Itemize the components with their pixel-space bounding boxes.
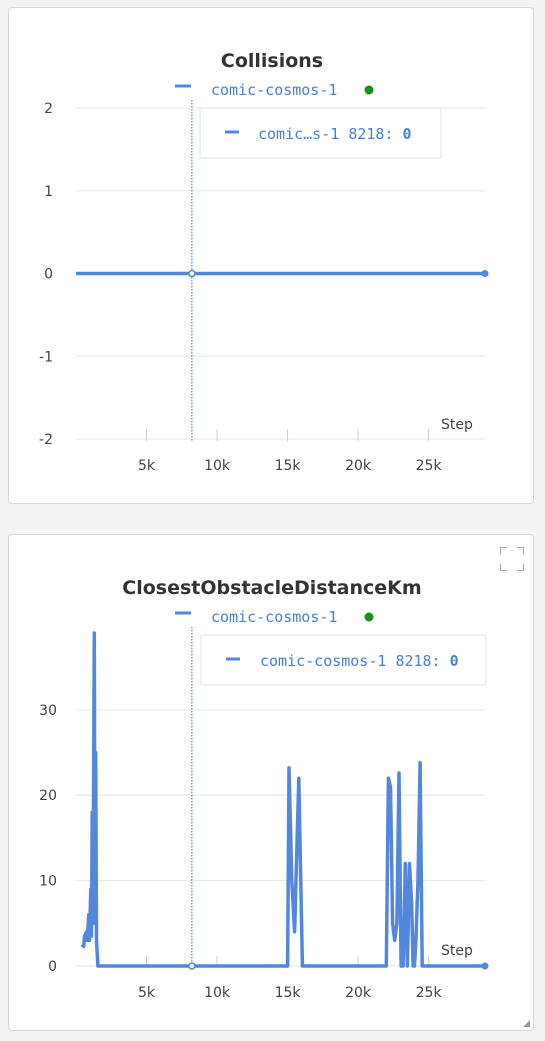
hover-tooltip: comic-cosmos-1 8218: 0 xyxy=(200,634,487,686)
tooltip-box xyxy=(199,107,442,159)
tooltip-step: 8218: xyxy=(348,125,393,143)
y-tick-label: -2 xyxy=(39,432,53,448)
closest-obstacle-chart[interactable]: 0 10 20 30 5k 10k 15k 20k 25k ClosestObstacleDis… xyxy=(9,535,535,1032)
x-tick-label: 25k xyxy=(416,458,443,474)
run-status-dot-icon xyxy=(364,85,374,95)
series-line[interactable] xyxy=(80,631,485,968)
x-axis-label: Step xyxy=(441,417,473,433)
hover-tooltip: comic…s-1 8218: 0 xyxy=(199,107,442,159)
x-tick-label: 25k xyxy=(416,985,443,1001)
legend[interactable]: comic-cosmos-1 xyxy=(175,81,374,99)
y-tick-label: -1 xyxy=(39,349,53,365)
legend-series-label[interactable]: comic-cosmos-1 xyxy=(211,81,337,99)
hover-point xyxy=(188,962,196,970)
tooltip-run-label: comic…s-1 xyxy=(258,125,339,143)
run-status-dot-icon xyxy=(364,612,374,622)
x-tick-label: 10k xyxy=(204,985,231,1001)
tooltip-run-label: comic-cosmos-1 xyxy=(260,652,386,670)
x-tick-label: 20k xyxy=(345,985,372,1001)
x-axis-label: Step xyxy=(441,943,473,959)
fullscreen-icon[interactable] xyxy=(500,547,524,571)
x-tick-label: 5k xyxy=(138,985,156,1001)
chart-title: ClosestObstacleDistanceKm xyxy=(122,577,421,599)
hover-point xyxy=(188,269,196,278)
legend-series-label[interactable]: comic-cosmos-1 xyxy=(211,608,337,626)
y-tick-label: 30 xyxy=(39,703,57,719)
resize-handle-icon[interactable] xyxy=(523,1020,530,1027)
collisions-chart-panel: -2 -1 0 1 2 5k 10k 15k 20k 25k Collisions comic-c… xyxy=(8,7,534,504)
tooltip-text: comic…s-1 8218: 0 xyxy=(258,125,412,143)
closest-obstacle-chart-panel: 0 10 20 30 5k 10k 15k 20k 25k ClosestObstacleDis… xyxy=(8,534,534,1031)
series-end-point xyxy=(481,962,489,970)
tooltip-text: comic-cosmos-1 8218: 0 xyxy=(260,652,459,670)
series-end-point xyxy=(481,270,489,277)
tooltip-value: 0 xyxy=(450,652,459,670)
chart-title: Collisions xyxy=(221,50,323,72)
x-tick-label: 15k xyxy=(275,458,302,474)
y-tick-label: 1 xyxy=(44,184,53,200)
x-tick-label: 10k xyxy=(204,458,231,474)
tooltip-box xyxy=(200,634,487,686)
y-tick-label: 10 xyxy=(39,874,57,890)
y-tick-label: 20 xyxy=(39,788,57,804)
y-tick-label: 0 xyxy=(44,267,53,283)
x-tick-label: 5k xyxy=(138,458,156,474)
x-tick-label: 15k xyxy=(275,985,302,1001)
legend[interactable]: comic-cosmos-1 xyxy=(175,608,374,626)
x-tick-label: 20k xyxy=(345,458,372,474)
y-tick-label: 0 xyxy=(48,959,57,975)
y-tick-label: 2 xyxy=(44,101,53,117)
tooltip-value: 0 xyxy=(403,125,412,143)
tooltip-step: 8218: xyxy=(395,652,440,670)
